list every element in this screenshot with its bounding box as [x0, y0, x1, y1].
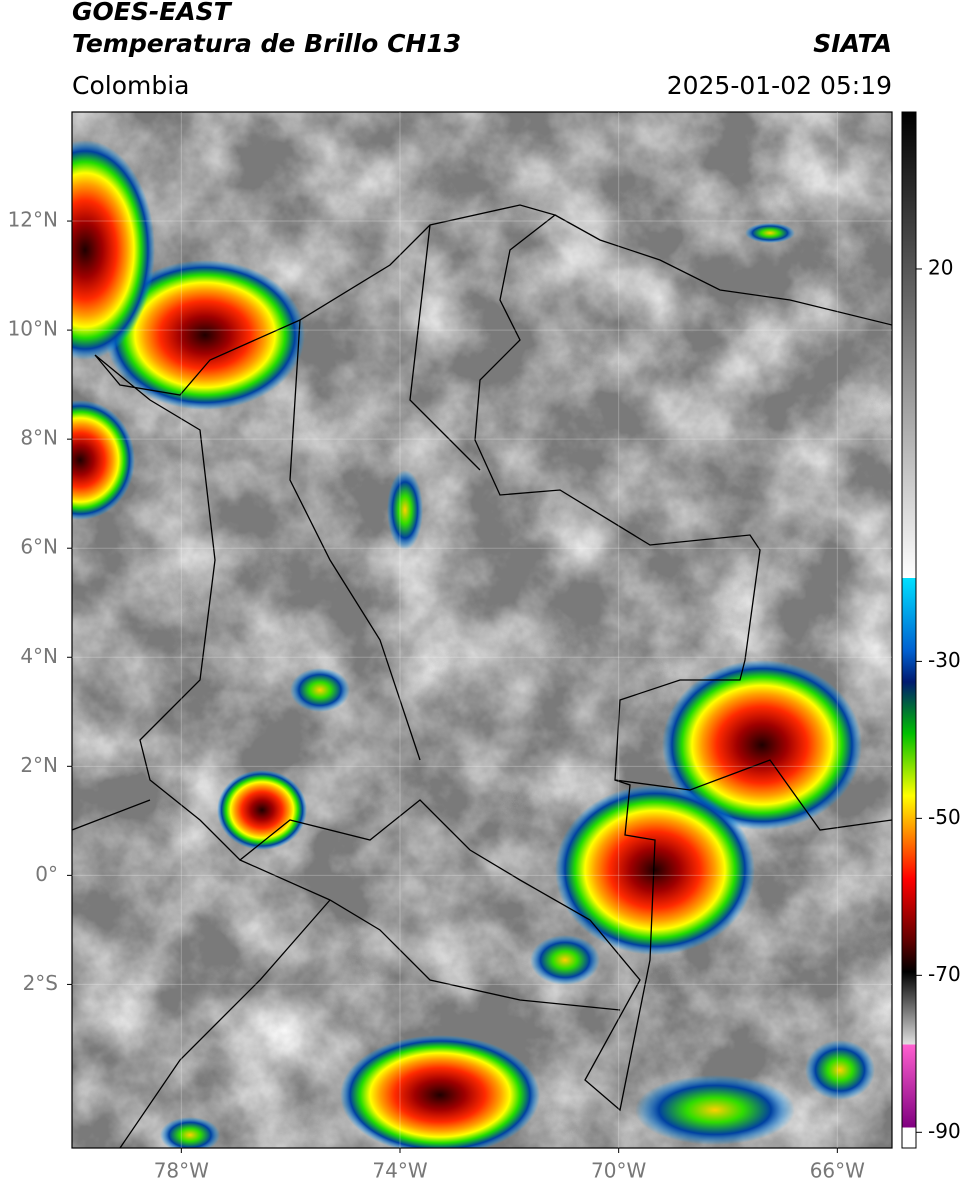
- lon-tick-label: 74°W: [372, 1159, 427, 1183]
- source: SIATA: [813, 29, 892, 58]
- lon-tick-label: 70°W: [591, 1159, 646, 1183]
- lat-tick-label: 2°S: [23, 971, 58, 995]
- colorbar-tick-label: 20: [928, 255, 953, 279]
- lat-tick-label: 2°N: [20, 753, 58, 777]
- lat-tick-label: 12°N: [8, 208, 58, 232]
- colorbar-tick-label: -30: [928, 648, 961, 672]
- subtitle: Temperatura de Brillo CH13: [72, 29, 461, 58]
- lat-tick-label: 0°: [35, 862, 58, 886]
- lon-tick-label: 78°W: [154, 1159, 209, 1183]
- lat-tick-label: 4°N: [20, 644, 58, 668]
- map-frame: [71, 111, 893, 1149]
- region: Colombia: [72, 71, 189, 100]
- lat-tick-label: 8°N: [20, 426, 58, 450]
- colorbar-tick-label: -90: [928, 1119, 961, 1143]
- colorbar: [901, 111, 917, 1149]
- colorbar-tick-label: -50: [928, 805, 961, 829]
- colorbar-tick-label: -70: [928, 962, 961, 986]
- title: GOES-EAST: [72, 0, 233, 26]
- satellite-image: [72, 112, 892, 1148]
- datetime: 2025-01-02 05:19: [667, 71, 892, 100]
- lat-tick-label: 6°N: [20, 535, 58, 559]
- lat-tick-label: 10°N: [8, 317, 58, 341]
- lon-tick-label: 66°W: [810, 1159, 865, 1183]
